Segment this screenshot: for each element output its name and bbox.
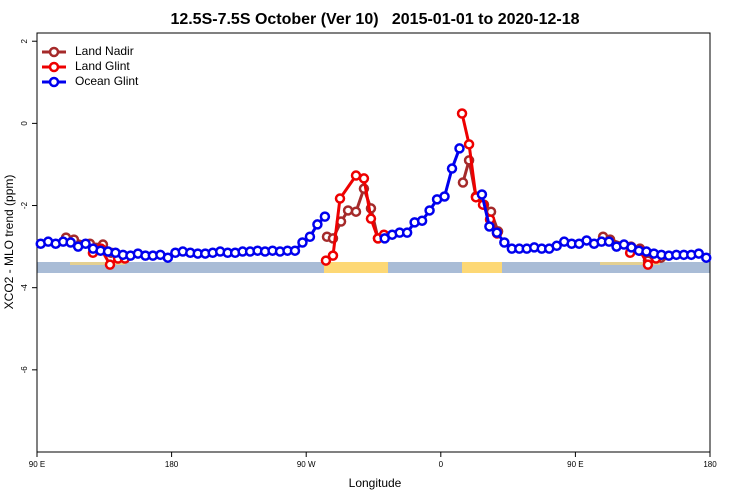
data-point [319, 211, 331, 222]
data-point [65, 237, 76, 248]
land-strip [600, 262, 660, 265]
data-point [350, 206, 362, 217]
data-point [456, 108, 468, 119]
x-axis-label: Longitude [349, 476, 402, 490]
y-tick-label: -4 [20, 284, 29, 292]
data-point [642, 259, 654, 270]
x-tick-label: 90 E [29, 460, 45, 469]
data-point [463, 139, 475, 150]
data-point [334, 193, 346, 204]
data-point [320, 255, 332, 266]
x-tick-label: 90 W [297, 460, 316, 469]
data-point [446, 163, 458, 174]
data-point [162, 252, 174, 263]
y-tick-label: -6 [20, 366, 29, 374]
data-point [454, 143, 465, 154]
legend-label: Ocean Glint [75, 74, 139, 88]
x-tick-label: 180 [165, 460, 179, 469]
data-point [439, 191, 450, 202]
land-strip [462, 262, 502, 273]
data-point [551, 240, 562, 252]
y-axis-label: XCO2 - MLO trend (ppm) [2, 175, 16, 310]
legend-label: Land Nadir [75, 44, 134, 58]
data-point [289, 245, 301, 256]
data-point [365, 213, 377, 224]
x-tick-label: 90 E [567, 460, 583, 469]
data-point [457, 177, 469, 188]
y-tick-label: 2 [20, 38, 29, 43]
data-point [304, 231, 316, 242]
data-point [499, 237, 510, 248]
land-strip [70, 262, 125, 265]
y-tick-label: 0 [20, 121, 29, 126]
land-strip [324, 262, 388, 273]
data-point [80, 238, 91, 249]
data-point [424, 205, 435, 216]
data-point [104, 259, 116, 270]
data-point [342, 205, 354, 216]
y-tick-label: -2 [20, 201, 29, 209]
data-point [358, 173, 370, 184]
chart-title: 12.5S-7.5S October (Ver 10) 2015-01-01 t… [170, 11, 579, 28]
data-point [693, 248, 705, 259]
data-point [327, 250, 339, 261]
legend-label: Land Glint [75, 59, 130, 73]
data-point [603, 236, 615, 247]
data-point [491, 227, 503, 238]
x-tick-label: 0 [439, 460, 444, 469]
data-point [701, 252, 712, 263]
legend-marker [48, 76, 60, 88]
data-point [484, 221, 495, 232]
data-point [297, 237, 308, 248]
x-tick-label: 180 [703, 460, 717, 469]
data-point [312, 219, 323, 230]
data-point [401, 227, 413, 238]
legend-marker [48, 46, 60, 58]
data-point [416, 215, 428, 226]
land-mask-strip [37, 262, 710, 273]
legend-marker [48, 61, 60, 73]
data-point [476, 189, 488, 200]
